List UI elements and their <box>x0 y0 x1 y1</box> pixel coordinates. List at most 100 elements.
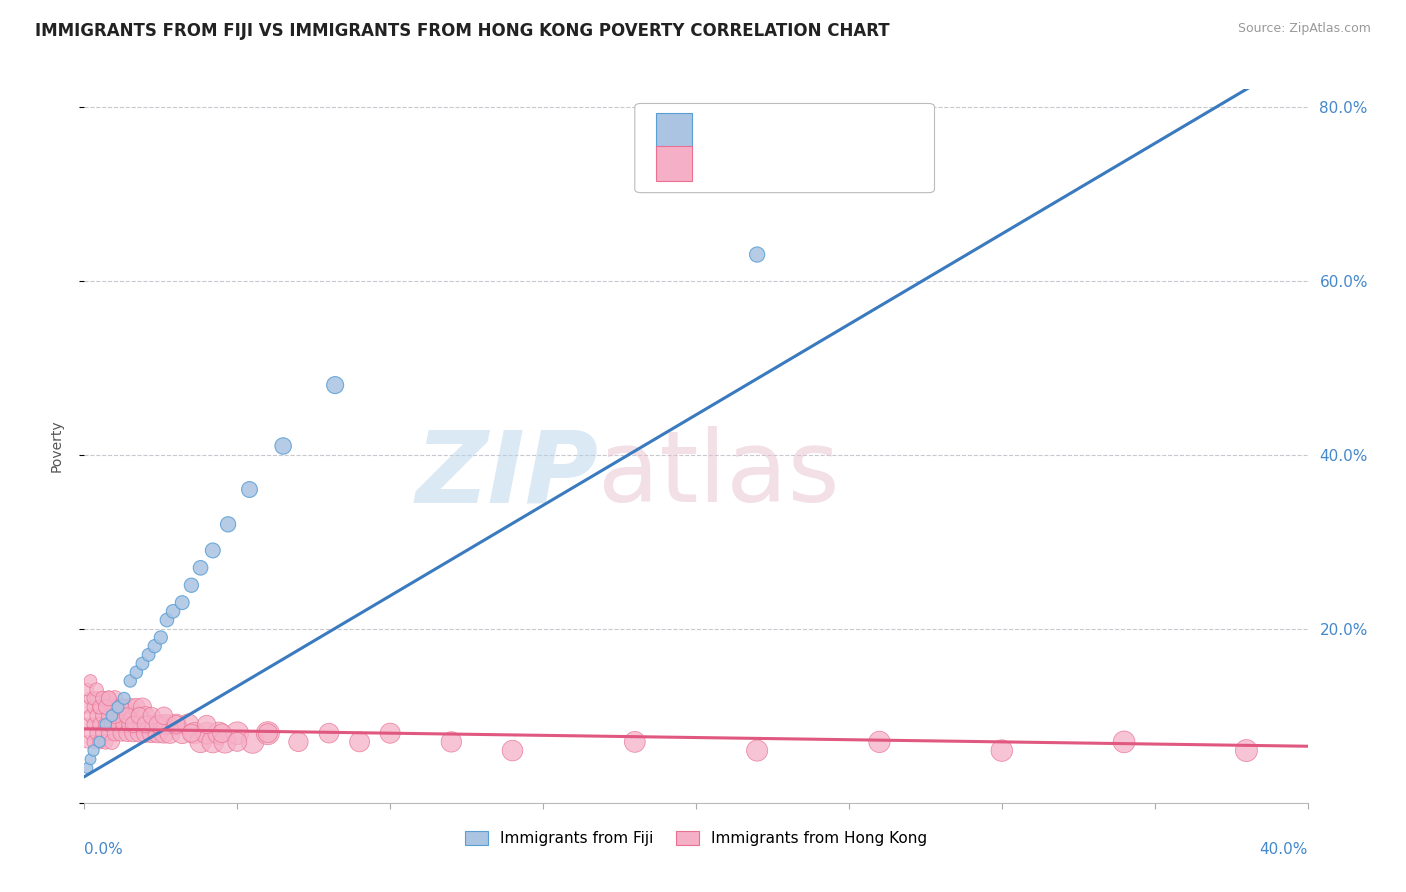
Text: N = 25: N = 25 <box>817 118 877 132</box>
Point <box>208 726 231 740</box>
Point <box>120 717 142 731</box>
Point <box>165 717 187 731</box>
Point <box>214 735 236 749</box>
Text: IMMIGRANTS FROM FIJI VS IMMIGRANTS FROM HONG KONG POVERTY CORRELATION CHART: IMMIGRANTS FROM FIJI VS IMMIGRANTS FROM … <box>35 22 890 40</box>
Point <box>242 735 264 749</box>
Point <box>131 700 153 714</box>
Point <box>89 700 111 714</box>
Point <box>107 700 129 714</box>
Point <box>143 717 166 731</box>
Point <box>120 700 142 714</box>
Point <box>172 596 194 610</box>
Point <box>91 691 114 706</box>
Point <box>94 700 117 714</box>
Point <box>257 726 280 740</box>
Point <box>135 708 157 723</box>
Point <box>79 708 101 723</box>
Point <box>97 708 120 723</box>
Point <box>180 726 202 740</box>
Point <box>112 717 135 731</box>
Point <box>349 735 371 749</box>
Point <box>287 735 309 749</box>
Point <box>115 708 138 723</box>
Point <box>110 726 132 740</box>
Point <box>104 708 127 723</box>
Point <box>89 717 111 731</box>
Point <box>226 735 249 749</box>
Point <box>76 735 98 749</box>
Point <box>146 726 169 740</box>
Point <box>138 717 160 731</box>
Point <box>869 735 891 749</box>
Point <box>91 708 114 723</box>
Point <box>97 691 120 706</box>
Y-axis label: Poverty: Poverty <box>49 420 63 472</box>
Point <box>131 657 153 671</box>
Point <box>76 717 98 731</box>
Point <box>1114 735 1136 749</box>
FancyBboxPatch shape <box>655 146 692 180</box>
Point <box>97 726 120 740</box>
Point <box>122 708 145 723</box>
Point <box>107 717 129 731</box>
Point <box>156 613 179 627</box>
Point <box>86 726 108 740</box>
Point <box>183 726 205 740</box>
Point <box>115 708 138 723</box>
FancyBboxPatch shape <box>636 103 935 193</box>
Point <box>380 726 402 740</box>
Point <box>91 726 114 740</box>
Point <box>104 708 127 723</box>
Point <box>76 761 98 775</box>
Text: R = 0.959: R = 0.959 <box>707 118 794 132</box>
Point <box>83 717 105 731</box>
Point <box>91 691 114 706</box>
Point <box>101 708 124 723</box>
Point <box>89 735 111 749</box>
Text: R = -0.117: R = -0.117 <box>707 151 801 166</box>
Point <box>128 726 150 740</box>
Point <box>94 717 117 731</box>
Point <box>86 691 108 706</box>
Point <box>112 700 135 714</box>
Point <box>101 735 124 749</box>
Point <box>104 726 127 740</box>
FancyBboxPatch shape <box>655 113 692 148</box>
Point <box>76 700 98 714</box>
Point <box>217 517 239 532</box>
Point <box>624 735 647 749</box>
Point <box>149 631 172 645</box>
Text: N = 105: N = 105 <box>817 151 889 166</box>
Text: 40.0%: 40.0% <box>1260 842 1308 857</box>
Point <box>271 439 294 453</box>
Point <box>141 708 163 723</box>
Text: ZIP: ZIP <box>415 426 598 523</box>
Point <box>135 726 157 740</box>
Legend: Immigrants from Fiji, Immigrants from Hong Kong: Immigrants from Fiji, Immigrants from Ho… <box>458 824 934 852</box>
Point <box>141 726 163 740</box>
Point <box>101 700 124 714</box>
Point <box>135 717 157 731</box>
Point <box>146 717 169 731</box>
Point <box>89 735 111 749</box>
Point <box>79 691 101 706</box>
Point <box>153 708 176 723</box>
Point <box>180 578 202 592</box>
Point <box>1236 743 1258 757</box>
Point <box>143 639 166 653</box>
Point <box>138 648 160 662</box>
Point <box>318 726 340 740</box>
Point <box>97 691 120 706</box>
Point <box>115 726 138 740</box>
Point <box>177 717 200 731</box>
Point <box>110 700 132 714</box>
Point <box>991 743 1014 757</box>
Point <box>172 726 194 740</box>
Point <box>747 247 769 261</box>
Point <box>131 717 153 731</box>
Point <box>89 700 111 714</box>
Point <box>125 665 148 680</box>
Point <box>86 682 108 697</box>
Point <box>122 717 145 731</box>
Point <box>190 735 212 749</box>
